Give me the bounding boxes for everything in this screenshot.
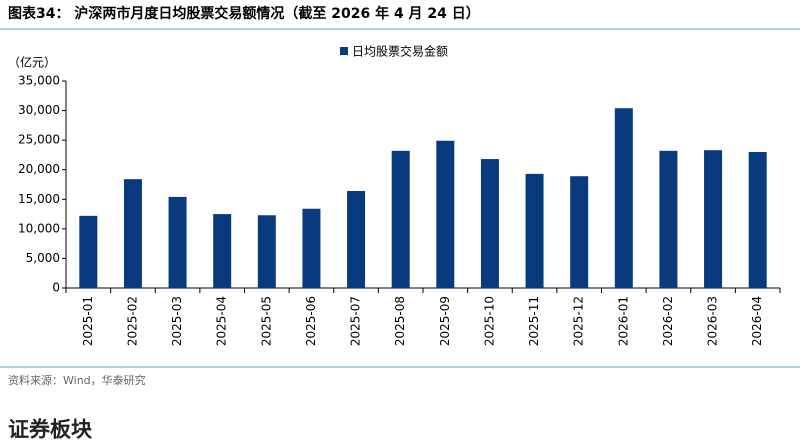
legend-swatch [340, 47, 348, 55]
x-tick-label: 2026-01 [616, 296, 630, 346]
x-tick-label: 2025-03 [170, 296, 184, 346]
x-tick-label: 2025-07 [349, 296, 363, 346]
bar [302, 208, 321, 288]
x-tick-label: 2026-03 [706, 296, 720, 346]
x-tick-label: 2026-02 [661, 296, 675, 346]
x-tick-label: 2026-04 [750, 296, 764, 346]
bar [391, 150, 410, 288]
bar [436, 140, 455, 288]
y-tick-label: 20,000 [18, 162, 60, 176]
x-tick-label: 2025-10 [482, 296, 496, 346]
y-tick-label: 35,000 [18, 74, 60, 88]
x-tick-label: 2025-06 [304, 296, 318, 346]
x-tick-label: 2025-02 [125, 296, 139, 346]
x-tick-label: 2025-08 [393, 296, 407, 346]
bar [704, 150, 723, 288]
x-tick-label: 2025-11 [527, 296, 541, 346]
y-tick-label: 25,000 [18, 133, 60, 147]
y-tick-label: 0 [52, 281, 60, 295]
x-tick-label: 2025-04 [215, 296, 229, 346]
chart-title: 图表34： 沪深两市月度日均股票交易额情况（截至 2026 年 4 月 24 日… [8, 5, 480, 22]
y-axis-label: （亿元） [8, 55, 56, 70]
bar [614, 108, 633, 288]
bar [525, 173, 544, 288]
source-note: 资料来源：Wind，华泰研究 [8, 373, 146, 387]
x-tick-label: 2025-09 [438, 296, 452, 346]
x-tick-label: 2025-05 [259, 296, 273, 346]
section-heading: 证券板块 [8, 417, 93, 442]
bar [168, 196, 187, 288]
x-tick-label: 2025-12 [572, 296, 586, 346]
bar [123, 179, 142, 288]
bar [347, 191, 366, 288]
bar [748, 151, 767, 288]
bar [659, 150, 678, 288]
y-tick-label: 10,000 [18, 221, 60, 235]
bar [79, 215, 98, 288]
legend-label: 日均股票交易金额 [352, 44, 448, 59]
bar [480, 159, 499, 288]
y-tick-label: 15,000 [18, 192, 60, 206]
x-tick-label: 2025-01 [81, 296, 95, 346]
y-tick-label: 30,000 [18, 103, 60, 117]
bar [213, 214, 232, 288]
y-tick-label: 5,000 [26, 251, 60, 265]
bar [570, 176, 589, 288]
bar [257, 215, 276, 288]
